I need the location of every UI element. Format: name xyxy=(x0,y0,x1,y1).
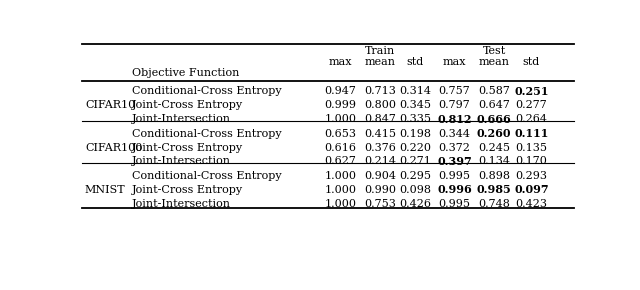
Text: 0.797: 0.797 xyxy=(438,100,470,110)
Text: Joint-Cross Entropy: Joint-Cross Entropy xyxy=(132,143,243,153)
Text: Conditional-Cross Entropy: Conditional-Cross Entropy xyxy=(132,129,282,139)
Text: 0.295: 0.295 xyxy=(399,171,431,181)
Text: 0.135: 0.135 xyxy=(515,143,547,153)
Text: 0.426: 0.426 xyxy=(399,199,431,209)
Text: 0.999: 0.999 xyxy=(324,100,356,110)
Text: Test: Test xyxy=(483,46,506,56)
Text: CIFAR100: CIFAR100 xyxy=(85,143,142,153)
Text: mean: mean xyxy=(479,57,509,67)
Text: 0.293: 0.293 xyxy=(515,171,547,181)
Text: Conditional-Cross Entropy: Conditional-Cross Entropy xyxy=(132,171,282,181)
Text: 0.847: 0.847 xyxy=(364,114,396,124)
Text: 0.713: 0.713 xyxy=(364,86,396,97)
Text: max: max xyxy=(443,57,466,67)
Text: 0.748: 0.748 xyxy=(478,199,510,209)
Text: 0.314: 0.314 xyxy=(399,86,431,97)
Text: 0.134: 0.134 xyxy=(478,156,510,166)
Text: 0.757: 0.757 xyxy=(438,86,470,97)
Text: CIFAR10: CIFAR10 xyxy=(85,100,135,110)
Text: 0.898: 0.898 xyxy=(478,171,510,181)
Text: Joint-Cross Entropy: Joint-Cross Entropy xyxy=(132,185,243,195)
Text: 0.947: 0.947 xyxy=(324,86,356,97)
Text: 0.214: 0.214 xyxy=(364,156,396,166)
Text: 0.423: 0.423 xyxy=(515,199,547,209)
Text: 1.000: 1.000 xyxy=(324,199,356,209)
Text: 0.995: 0.995 xyxy=(438,199,470,209)
Text: Conditional-Cross Entropy: Conditional-Cross Entropy xyxy=(132,86,282,97)
Text: 0.996: 0.996 xyxy=(437,184,472,195)
Text: 0.111: 0.111 xyxy=(514,128,548,139)
Text: Joint-Intersection: Joint-Intersection xyxy=(132,114,231,124)
Text: 0.753: 0.753 xyxy=(364,199,396,209)
Text: 0.616: 0.616 xyxy=(324,143,356,153)
Text: 0.097: 0.097 xyxy=(514,184,548,195)
Text: 0.271: 0.271 xyxy=(399,156,431,166)
Text: 0.335: 0.335 xyxy=(399,114,431,124)
Text: 0.800: 0.800 xyxy=(364,100,396,110)
Text: 0.397: 0.397 xyxy=(437,156,472,167)
Text: 0.170: 0.170 xyxy=(515,156,547,166)
Text: mean: mean xyxy=(365,57,396,67)
Text: max: max xyxy=(329,57,352,67)
Text: MNIST: MNIST xyxy=(85,185,125,195)
Text: Joint-Intersection: Joint-Intersection xyxy=(132,199,231,209)
Text: 0.647: 0.647 xyxy=(478,100,510,110)
Text: 0.995: 0.995 xyxy=(438,171,470,181)
Text: 0.587: 0.587 xyxy=(478,86,510,97)
Text: 0.220: 0.220 xyxy=(399,143,431,153)
Text: 1.000: 1.000 xyxy=(324,185,356,195)
Text: 0.245: 0.245 xyxy=(478,143,510,153)
Text: 0.277: 0.277 xyxy=(515,100,547,110)
Text: 1.000: 1.000 xyxy=(324,114,356,124)
Text: 1.000: 1.000 xyxy=(324,171,356,181)
Text: std: std xyxy=(523,57,540,67)
Text: Objective Function: Objective Function xyxy=(132,68,239,78)
Text: 0.345: 0.345 xyxy=(399,100,431,110)
Text: 0.627: 0.627 xyxy=(324,156,356,166)
Text: Train: Train xyxy=(365,46,396,56)
Text: std: std xyxy=(406,57,424,67)
Text: 0.198: 0.198 xyxy=(399,129,431,139)
Text: 0.415: 0.415 xyxy=(364,129,396,139)
Text: 0.812: 0.812 xyxy=(437,114,472,125)
Text: 0.653: 0.653 xyxy=(324,129,356,139)
Text: 0.260: 0.260 xyxy=(477,128,511,139)
Text: 0.904: 0.904 xyxy=(364,171,396,181)
Text: Joint-Cross Entropy: Joint-Cross Entropy xyxy=(132,100,243,110)
Text: 0.098: 0.098 xyxy=(399,185,431,195)
Text: 0.990: 0.990 xyxy=(364,185,396,195)
Text: 0.344: 0.344 xyxy=(438,129,470,139)
Text: 0.666: 0.666 xyxy=(477,114,511,125)
Text: 0.376: 0.376 xyxy=(364,143,396,153)
Text: Joint-Intersection: Joint-Intersection xyxy=(132,156,231,166)
Text: 0.985: 0.985 xyxy=(477,184,511,195)
Text: 0.372: 0.372 xyxy=(438,143,470,153)
Text: 0.251: 0.251 xyxy=(514,86,548,97)
Text: 0.264: 0.264 xyxy=(515,114,547,124)
